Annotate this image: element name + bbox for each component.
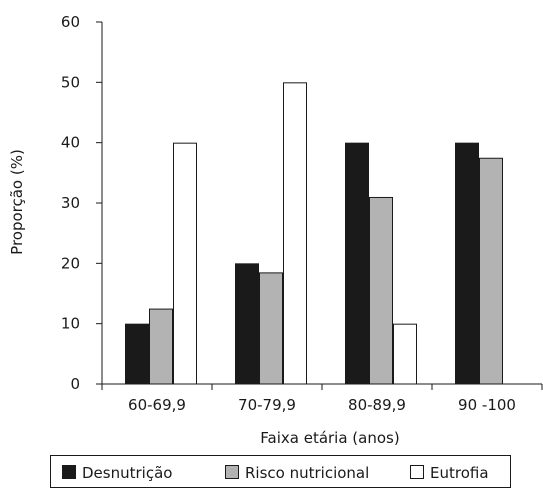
bar-desnutri-o-1 [125, 323, 149, 385]
legend: Desnutrição Risco nutricional Eutrofia [50, 455, 511, 488]
x-tick-label: 60-69,9 [128, 396, 186, 414]
bar-risco-nutricional-1 [149, 308, 173, 385]
bar-risco-nutricional-3 [369, 196, 393, 385]
x-axis-label: Faixa etária (anos) [260, 429, 399, 447]
legend-swatch [225, 465, 239, 479]
bar-risco-nutricional-4 [479, 157, 503, 385]
x-tick-label: 70-79,9 [238, 396, 296, 414]
bar-desnutri-o-3 [345, 142, 369, 385]
bar-desnutri-o-4 [455, 142, 479, 385]
y-axis-label: Proporção (%) [8, 149, 26, 255]
y-tick-label: 60 [61, 13, 80, 31]
bar-eutrofia-3 [393, 323, 417, 385]
legend-label: Risco nutricional [245, 464, 369, 482]
bar-desnutri-o-2 [235, 263, 259, 385]
legend-swatch [410, 465, 424, 479]
bar-eutrofia-1 [173, 142, 197, 385]
x-axis: 60-69,9 70-79,9 80-89,9 90 -100 [101, 383, 543, 414]
y-tick-label: 10 [61, 315, 80, 333]
x-tick-label: 90 -100 [458, 396, 516, 414]
y-tick-label: 40 [61, 134, 80, 152]
bar-eutrofia-2 [283, 82, 307, 385]
legend-label: Desnutrição [82, 464, 172, 482]
legend-label: Eutrofia [430, 464, 489, 482]
x-tick-label: 80-89,9 [348, 396, 406, 414]
y-axis: 0 10 20 30 40 50 60 [61, 13, 103, 393]
y-tick-label: 0 [70, 375, 80, 393]
legend-frame [50, 455, 511, 488]
y-tick-label: 30 [61, 194, 80, 212]
y-tick-label: 50 [61, 73, 80, 91]
bars [125, 82, 503, 385]
bar-risco-nutricional-2 [259, 272, 283, 385]
y-tick-label: 20 [61, 254, 80, 272]
legend-swatch [62, 465, 76, 479]
